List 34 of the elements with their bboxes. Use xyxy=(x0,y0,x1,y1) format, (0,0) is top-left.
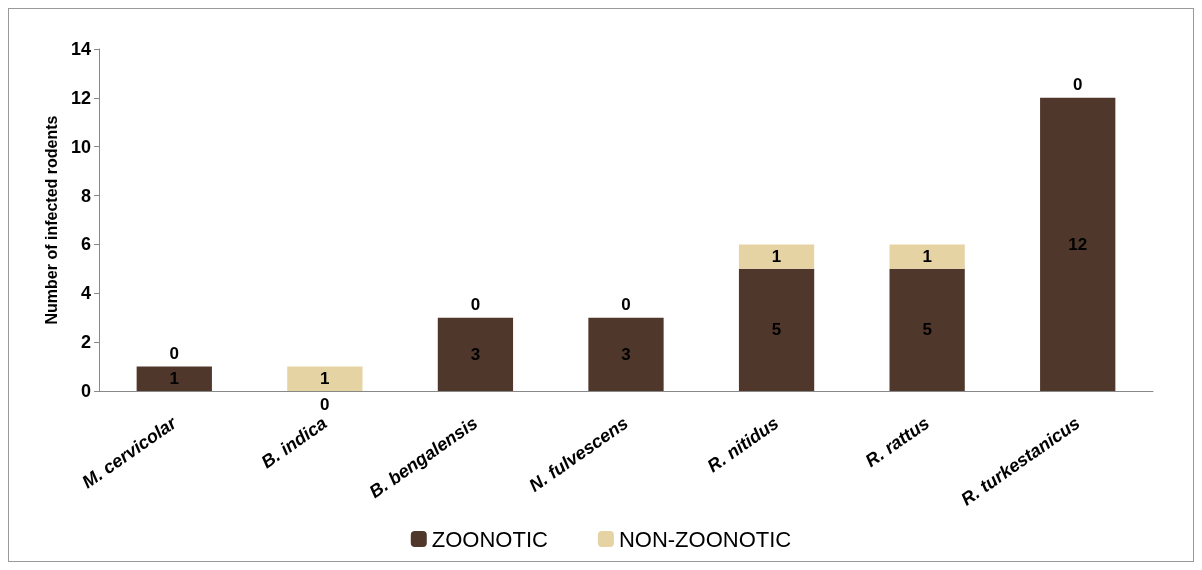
y-tick-label: 6 xyxy=(80,234,91,255)
data-label: 1 xyxy=(169,369,180,389)
y-tick-label: 10 xyxy=(70,136,91,157)
bar xyxy=(588,317,664,391)
bar xyxy=(437,317,514,391)
y-axis-title: Number of infected rodents xyxy=(42,115,60,325)
bar xyxy=(889,268,965,391)
legend-label: NON-ZOONOTIC xyxy=(618,526,792,552)
y-tick-label: 0 xyxy=(80,381,91,401)
y-tick-label: 14 xyxy=(70,39,91,59)
data-label: 0 xyxy=(470,294,481,314)
data-label: 0 xyxy=(1072,74,1083,94)
data-label: 12 xyxy=(1068,234,1088,254)
bar xyxy=(1040,97,1116,391)
data-label: 0 xyxy=(320,395,330,414)
data-label: 5 xyxy=(771,320,782,340)
data-label: 3 xyxy=(470,344,481,364)
data-label: 0 xyxy=(169,343,180,363)
data-label: 1 xyxy=(771,247,782,267)
bar xyxy=(136,366,212,391)
y-tick-label: 12 xyxy=(70,87,91,108)
bar xyxy=(738,244,815,269)
data-label: 0 xyxy=(621,294,631,314)
legend-label: ZOONOTIC xyxy=(431,526,549,552)
y-tick-label: 2 xyxy=(80,332,91,353)
y-tick-label: 4 xyxy=(80,283,91,304)
data-label: 1 xyxy=(320,369,330,389)
bar xyxy=(889,244,965,269)
data-label: 3 xyxy=(621,344,631,364)
data-label: 5 xyxy=(922,320,932,340)
data-label: 1 xyxy=(922,247,932,267)
y-tick-label: 8 xyxy=(80,185,91,206)
bar xyxy=(287,366,363,391)
bar xyxy=(738,268,815,391)
